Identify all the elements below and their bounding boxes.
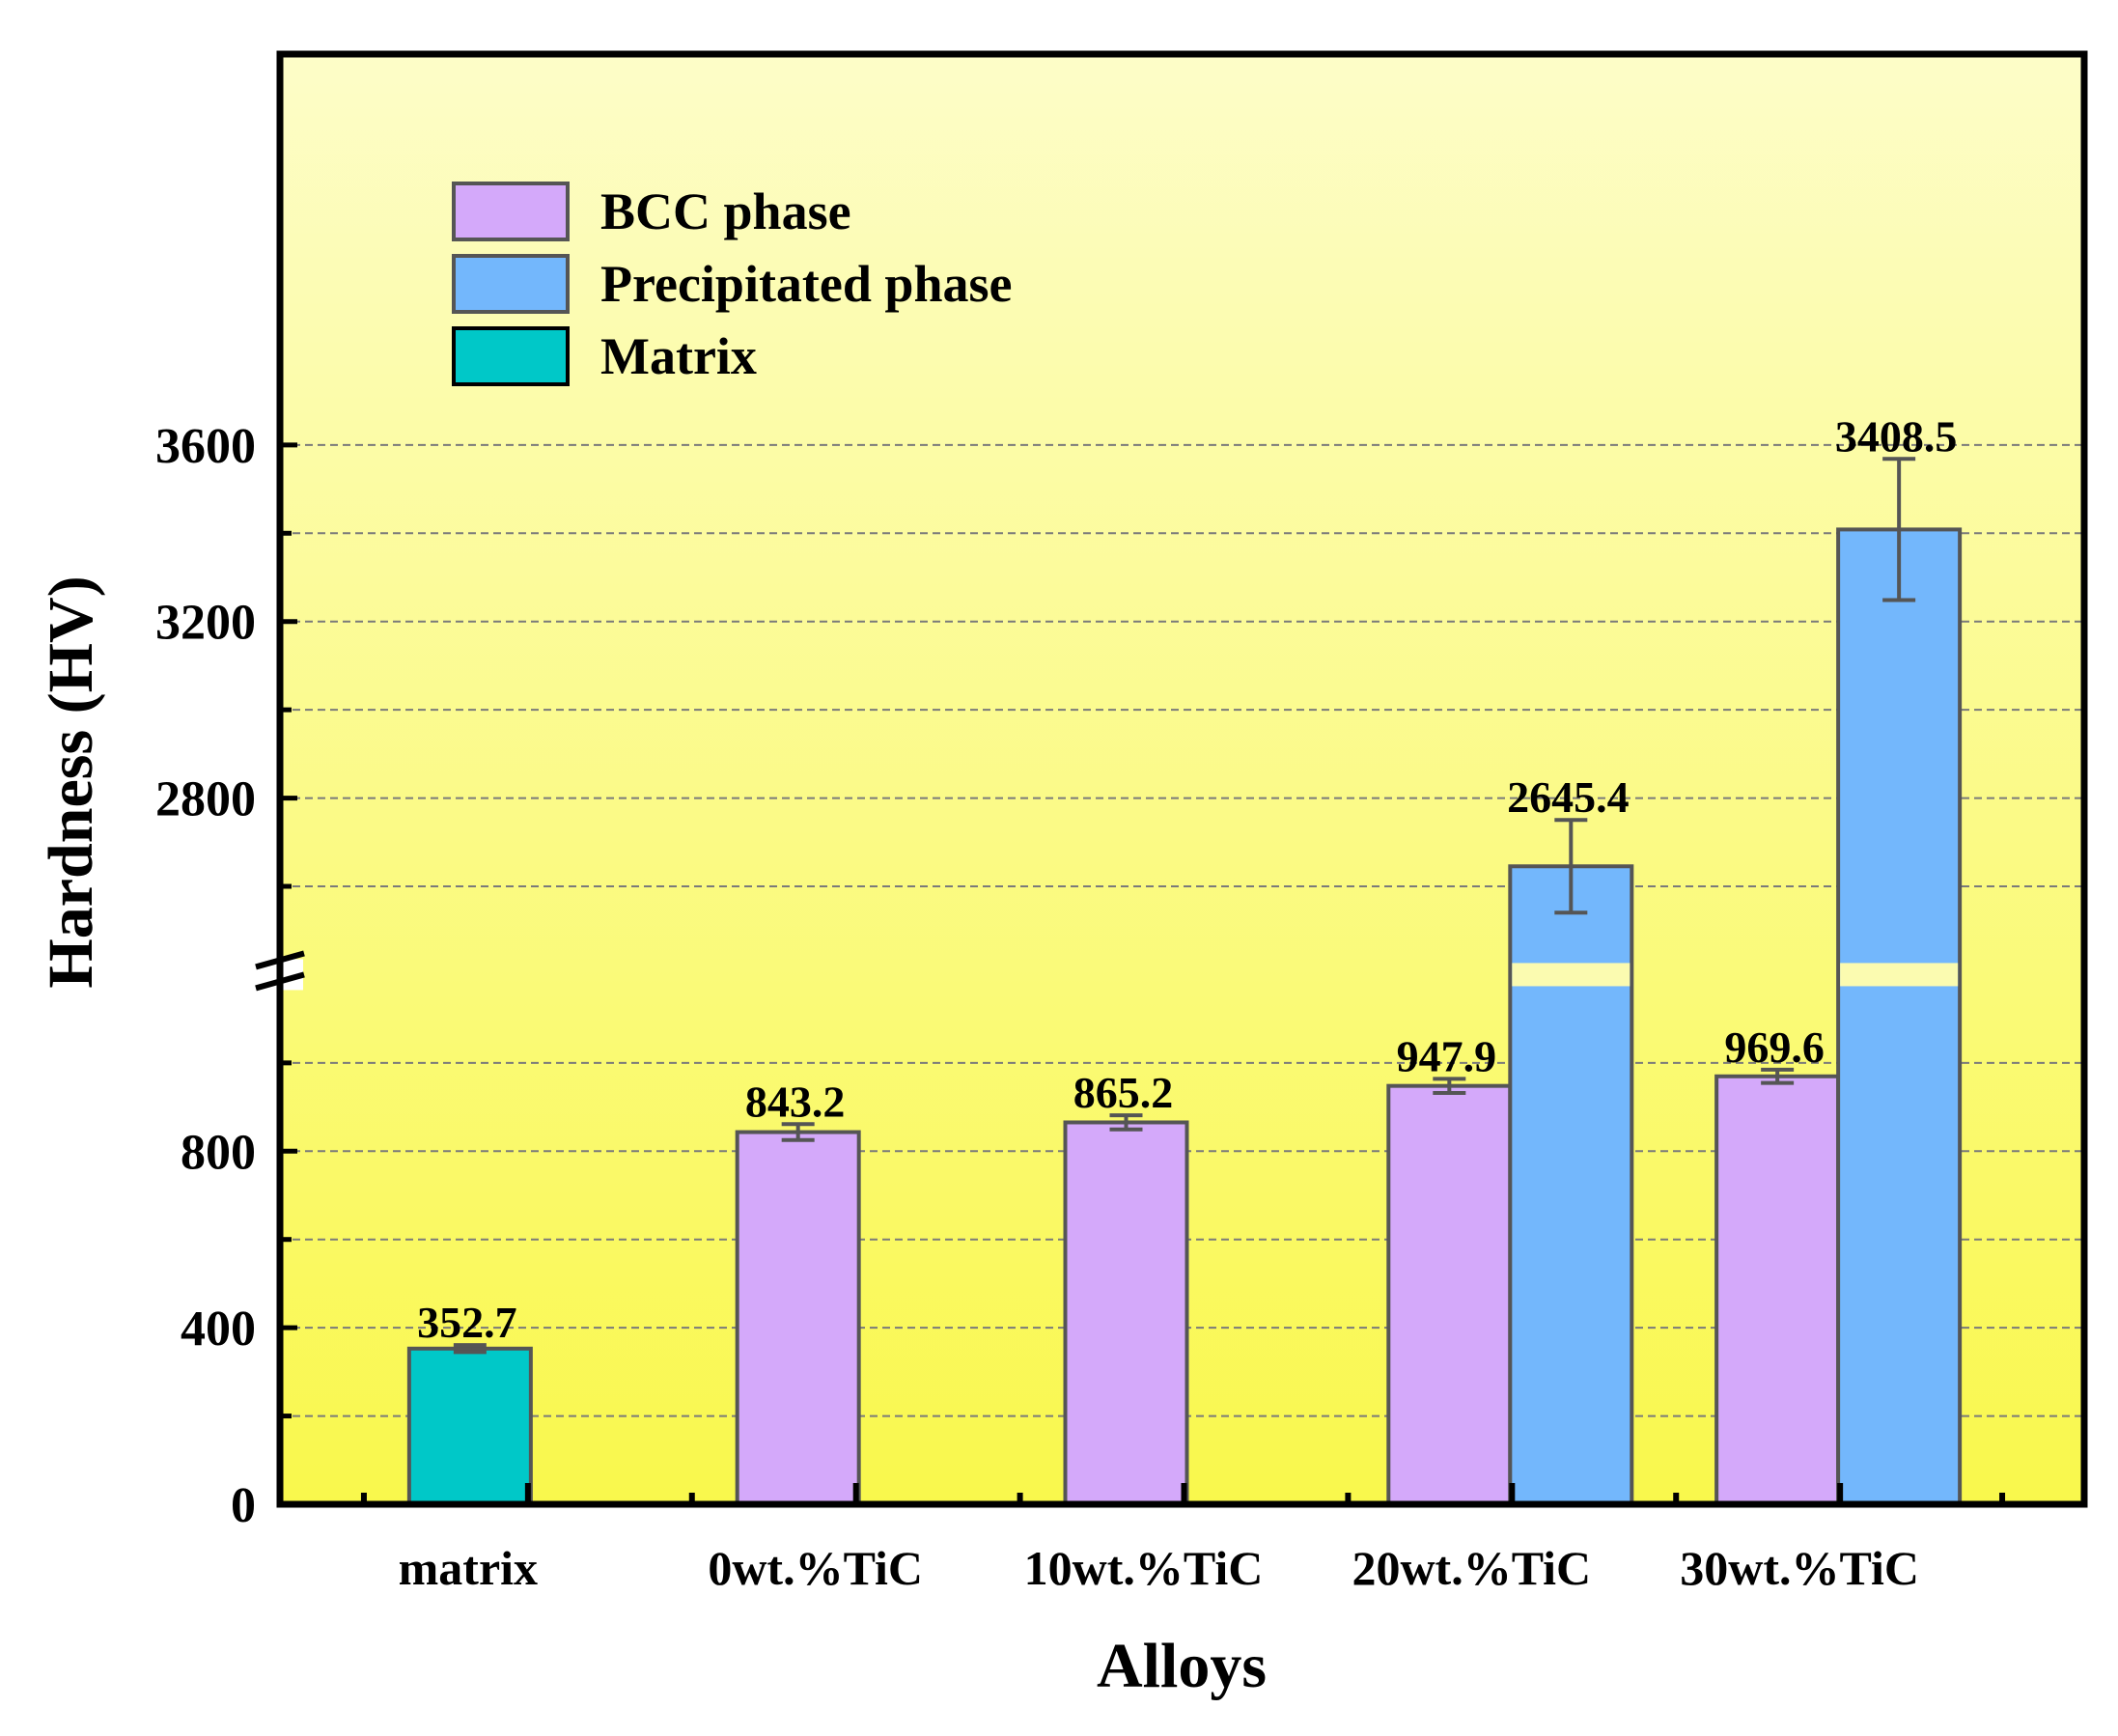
bar-bcc-phase-20wt-tic (1386, 1083, 1513, 1507)
y-tick-label: 800 (181, 1125, 256, 1180)
y-tick-label: 3200 (155, 596, 256, 651)
legend-swatch-bcc-phase (452, 182, 570, 241)
bar-bcc-phase-10wt-tic (1063, 1120, 1189, 1506)
x-tick-label-10wt-tic: 10wt.%TiC (1024, 1541, 1264, 1595)
y-tick-label: 3600 (155, 419, 256, 474)
value-label-matrix-matrix: 352.7 (417, 1298, 517, 1347)
y-tick-label: 0 (231, 1478, 256, 1533)
bar-bcc-phase-30wt-tic (1714, 1074, 1841, 1506)
y-axis-title: Hardness (HV) (36, 575, 106, 988)
bar-bcc-phase-0wt-tic (735, 1130, 861, 1506)
legend-label-matrix: Matrix (600, 327, 757, 385)
value-label-bcc-phase-0wt-tic: 843.2 (745, 1077, 846, 1126)
axis-ticks (280, 442, 2006, 1507)
bar-matrix-matrix (406, 1346, 533, 1507)
x-tick-label-30wt-tic: 30wt.%TiC (1680, 1541, 1919, 1595)
legend-label-precipitated-phase: Precipitated phase (600, 255, 1012, 313)
bar-precipitated-phase-20wt-tic (1508, 864, 1634, 1506)
x-axis-title: Alloys (1097, 1631, 1267, 1701)
bar-break-gap (1840, 963, 1959, 987)
x-tick-label-0wt-tic: 0wt.%TiC (708, 1541, 923, 1595)
value-label-precipitated-phase-20wt-tic: 2645.4 (1507, 772, 1630, 822)
bar-break-gap (1512, 963, 1630, 987)
legend: BCC phase Precipitated phase Matrix (452, 182, 1012, 386)
axis-tick-labels: 0 400 800 2800 3200 3600 matrix 0wt.%TiC 10wt.%T… (155, 419, 1919, 1595)
bars (406, 527, 1963, 1507)
legend-swatch-matrix (452, 326, 570, 386)
value-label-precipitated-phase-30wt-tic: 3408.5 (1835, 411, 1958, 461)
x-tick-label-20wt-tic: 20wt.%TiC (1352, 1541, 1591, 1595)
error-bars (453, 457, 1916, 1355)
value-label-bcc-phase-10wt-tic: 865.2 (1073, 1068, 1174, 1117)
value-label-bcc-phase-30wt-tic: 969.6 (1724, 1022, 1825, 1072)
legend-label-bcc-phase: BCC phase (600, 182, 851, 240)
x-tick-label-matrix: matrix (399, 1541, 538, 1595)
y-tick-label: 2800 (155, 772, 256, 827)
value-labels: 352.7 843.2 865.2 947.9 2645.4 969.6 3408.5 (417, 411, 1957, 1347)
value-label-bcc-phase-20wt-tic: 947.9 (1397, 1031, 1497, 1080)
legend-swatch-precipitated-phase (452, 254, 570, 314)
y-tick-label: 400 (181, 1302, 256, 1357)
bar-precipitated-phase-30wt-tic (1836, 527, 1963, 1506)
